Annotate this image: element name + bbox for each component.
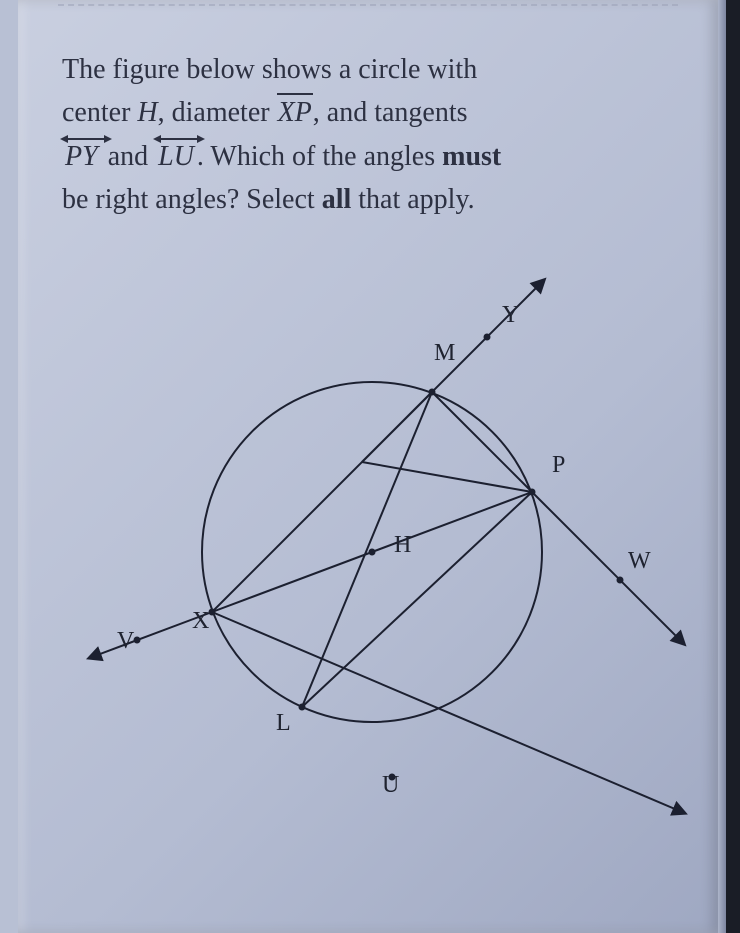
q-text: , and tangents xyxy=(313,97,468,128)
tangent-py: PY xyxy=(62,135,101,178)
q-text: The figure below shows a circle with xyxy=(62,54,477,85)
question-text: The figure below shows a circle with cen… xyxy=(62,48,674,222)
q-text: . Which of the angles xyxy=(197,141,442,172)
svg-text:Y: Y xyxy=(502,302,519,328)
tangent-lu: LU xyxy=(155,135,197,178)
q-text: that apply. xyxy=(351,184,474,215)
q-text: and xyxy=(101,141,155,172)
svg-text:X: X xyxy=(192,608,209,634)
q-text: center xyxy=(62,97,137,128)
svg-text:P: P xyxy=(552,452,565,478)
emph-all: all xyxy=(322,184,352,215)
figure-svg: M Y P W H X V L U xyxy=(62,252,702,832)
svg-text:L: L xyxy=(276,710,291,736)
page-edge-dark xyxy=(726,0,740,933)
q-text: be right angles? Select xyxy=(62,184,322,215)
top-dashed-border xyxy=(58,4,678,6)
center-label: H xyxy=(137,97,157,128)
geometry-figure: M Y P W H X V L U xyxy=(62,252,702,832)
q-text: , diameter xyxy=(158,97,277,128)
emph-must: must xyxy=(442,141,501,172)
svg-text:U: U xyxy=(382,772,399,798)
svg-text:H: H xyxy=(394,532,411,558)
svg-text:M: M xyxy=(434,340,455,366)
diameter-label: XP xyxy=(277,91,313,134)
svg-text:V: V xyxy=(117,628,135,654)
worksheet-page: The figure below shows a circle with cen… xyxy=(18,0,718,933)
svg-text:W: W xyxy=(628,548,651,574)
